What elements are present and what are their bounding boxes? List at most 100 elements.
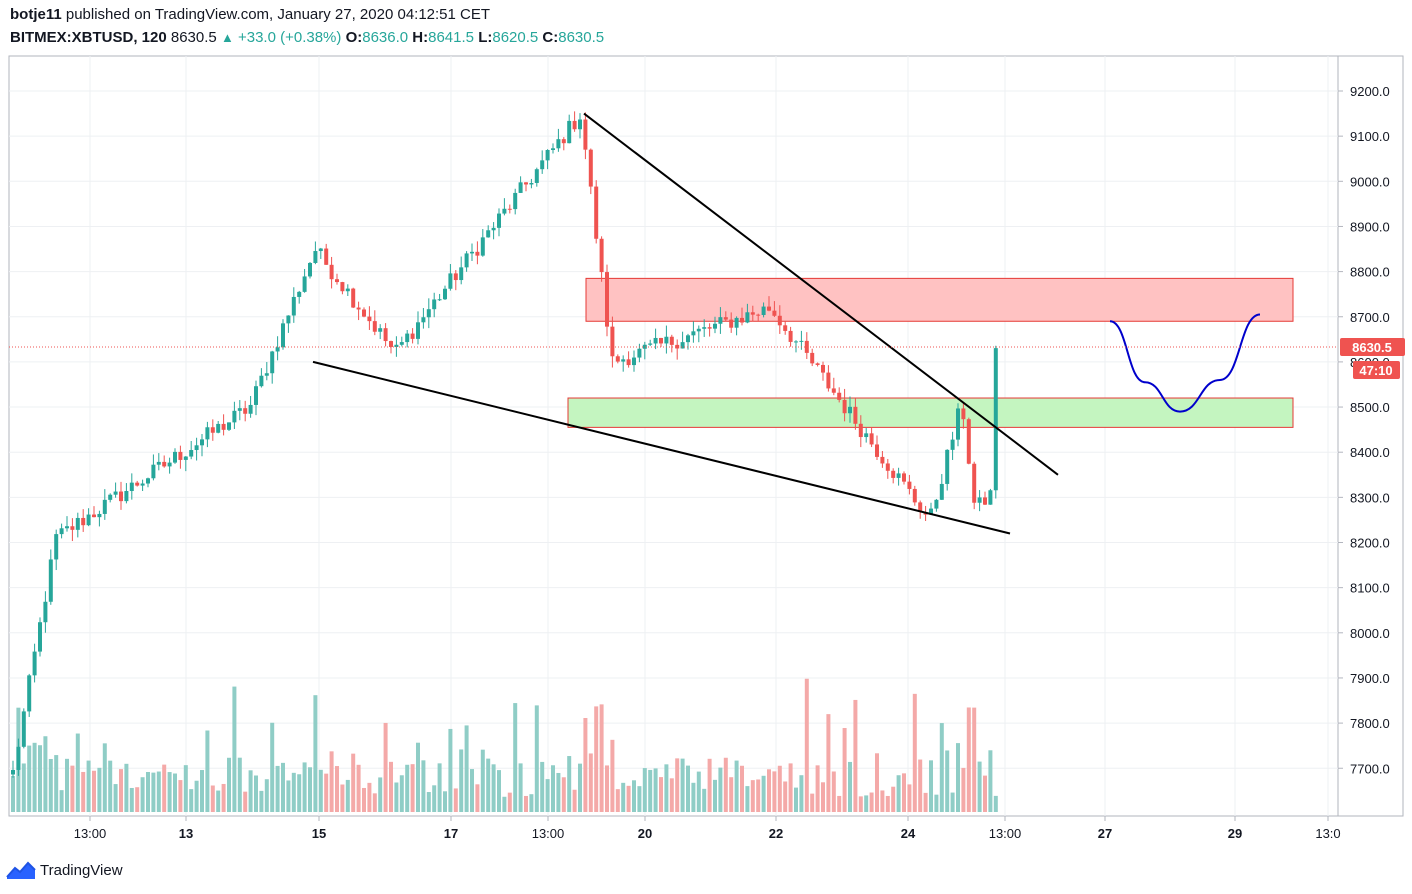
- volume-bar: [275, 765, 280, 812]
- volume-bar: [11, 776, 15, 812]
- volume-bar: [151, 772, 156, 812]
- candle-body: [988, 490, 993, 505]
- volume-bar: [983, 775, 987, 812]
- volume-bar: [912, 693, 917, 812]
- volume-bar: [97, 767, 102, 812]
- candle-body: [405, 333, 410, 343]
- volume-bar: [669, 778, 674, 812]
- candle-body: [837, 392, 842, 400]
- candle-body: [97, 513, 102, 518]
- candle-body: [378, 328, 383, 332]
- candle-body: [27, 675, 32, 712]
- price-tick-label: 9000.0: [1350, 174, 1390, 189]
- volume-bar: [129, 787, 134, 812]
- volume-bar: [799, 775, 804, 812]
- candle-body: [383, 328, 388, 342]
- volume-bar: [707, 758, 712, 812]
- volume-bar: [119, 769, 123, 812]
- candle-body: [534, 169, 539, 183]
- candle-body: [707, 327, 712, 329]
- candle-body: [297, 291, 302, 297]
- tradingview-logo[interactable]: TradingView: [6, 860, 123, 880]
- candle-body: [961, 408, 966, 420]
- volume-bar: [696, 771, 701, 812]
- volume-bar: [691, 782, 696, 812]
- volume-bar: [896, 775, 901, 812]
- candle-body: [340, 282, 345, 292]
- price-axis[interactable]: 9200.09100.09000.08900.08800.08700.08600…: [1338, 84, 1390, 776]
- volume-bar: [810, 793, 815, 812]
- volume-bar: [470, 769, 474, 812]
- volume-bar: [281, 762, 285, 812]
- candle-body: [648, 343, 653, 345]
- candle-body: [459, 267, 464, 281]
- low-label: L:: [478, 29, 493, 46]
- volume-bar: [583, 717, 588, 812]
- candle-body: [129, 482, 134, 492]
- candle-body: [302, 276, 307, 292]
- high-value: 8641.5: [428, 29, 475, 46]
- volume-bar: [950, 792, 955, 812]
- volume-bar: [92, 770, 96, 812]
- volume-bar: [405, 764, 410, 812]
- candle-body: [718, 317, 723, 324]
- candle-body: [950, 439, 955, 450]
- candle-body: [605, 272, 609, 327]
- author-name[interactable]: botje11: [10, 6, 62, 23]
- volume-bar: [308, 767, 312, 812]
- time-tick-label: 13:0: [1315, 826, 1340, 841]
- price-badges: 8630.5 47:10: [9, 338, 1405, 379]
- volume-bar: [210, 785, 215, 812]
- volume-bar: [351, 753, 356, 812]
- candle-body: [270, 351, 275, 374]
- volume-bar: [815, 765, 820, 812]
- price-change: +33.0 (+0.38%): [237, 29, 342, 46]
- time-axis[interactable]: 13:00 13 15 17 13:00 20 22 24 13:00 27 29 13:0: [74, 816, 1341, 841]
- candle-body: [518, 182, 523, 193]
- candle-body: [745, 312, 750, 323]
- candle-body: [345, 288, 350, 292]
- volume-bar: [875, 753, 879, 812]
- candle-body: [389, 341, 393, 347]
- candle-body: [146, 478, 150, 484]
- volume-bar: [615, 789, 620, 812]
- volume-bar: [75, 733, 80, 812]
- volume-bar: [399, 775, 404, 812]
- candle-body: [480, 237, 485, 256]
- last-price: 8630.5: [170, 29, 217, 46]
- candle-body: [356, 307, 361, 310]
- candle-body: [70, 526, 75, 530]
- time-tick-label: 13: [179, 826, 193, 841]
- price-tick-label: 8900.0: [1350, 219, 1390, 234]
- volume-bar: [140, 777, 145, 812]
- volume-bar: [702, 788, 707, 812]
- candle-body: [43, 601, 48, 623]
- price-tick-label: 8100.0: [1350, 581, 1390, 596]
- price-tick-label: 8300.0: [1350, 490, 1390, 505]
- close-value: 8630.5: [558, 29, 605, 46]
- candle-body: [162, 461, 167, 467]
- volume-bar: [664, 764, 669, 812]
- candle-body: [32, 651, 37, 676]
- volume-bar: [653, 768, 658, 812]
- time-tick-label: 20: [638, 826, 652, 841]
- volume-bar: [675, 758, 680, 812]
- candle-body: [329, 264, 334, 280]
- volume-bars: [11, 678, 998, 812]
- candle-body: [470, 251, 474, 254]
- time-tick-label: 27: [1098, 826, 1112, 841]
- volume-bar: [335, 766, 339, 812]
- candle-body: [443, 288, 447, 300]
- volume-bar: [605, 765, 609, 812]
- volume-bar: [821, 782, 825, 812]
- volume-bar: [173, 773, 177, 812]
- volume-bar: [745, 786, 750, 812]
- candle-body: [583, 119, 588, 150]
- volume-bar: [32, 742, 37, 812]
- volume-bar: [977, 761, 982, 812]
- candle-body: [713, 323, 717, 329]
- candle-body: [896, 473, 901, 478]
- candle-body: [173, 451, 177, 463]
- volume-bar: [86, 760, 91, 812]
